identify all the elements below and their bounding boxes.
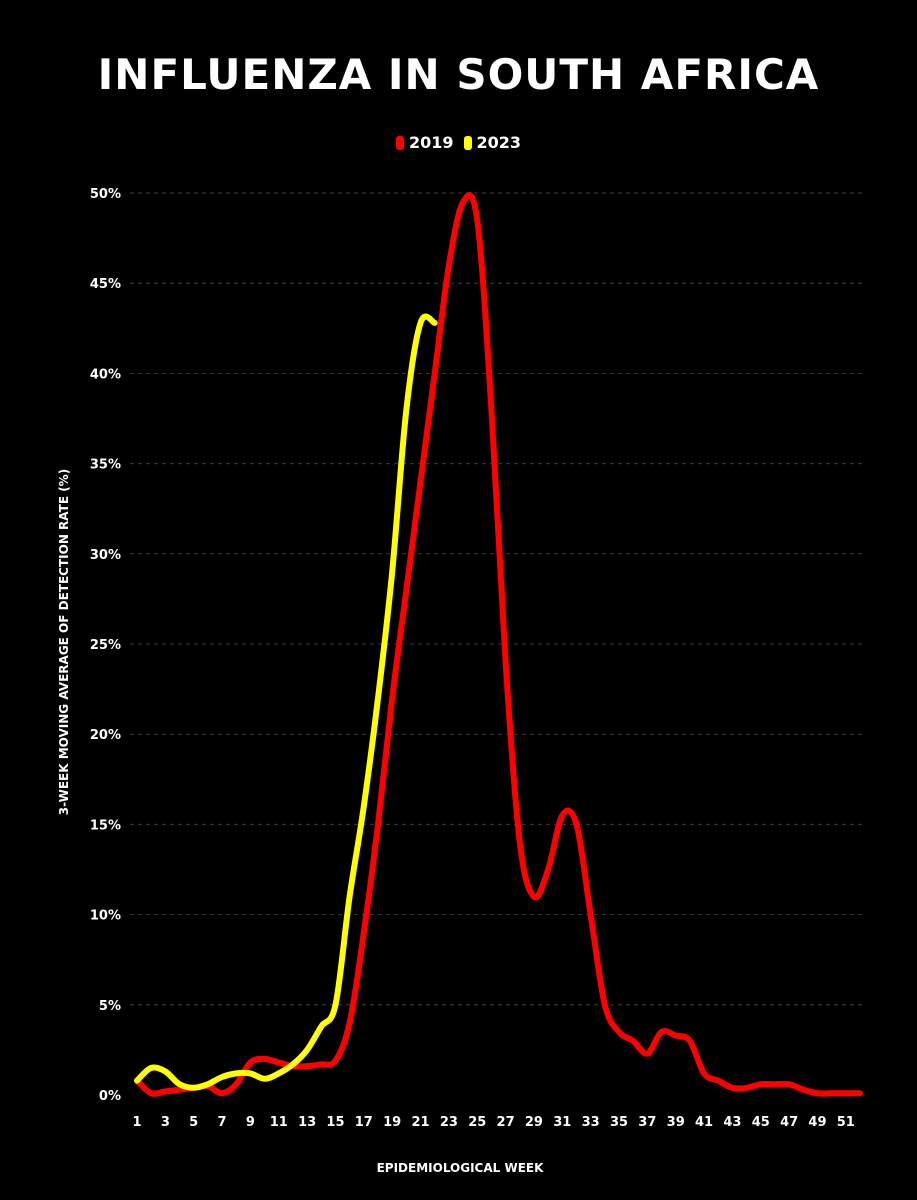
x-tick-label: 41 (695, 1115, 713, 1130)
x-tick-labels: 1 3 5 7 9 11 13 15 17 19 21 23 25 27 29 31 33 35 37 39 41 43 4… (132, 1115, 854, 1130)
x-tick-label: 45 (752, 1115, 770, 1130)
x-tick-label: 51 (837, 1115, 855, 1130)
x-tick-label: 49 (808, 1115, 826, 1130)
x-tick-label: 33 (582, 1115, 600, 1130)
x-tick-label: 5 (189, 1115, 198, 1130)
y-tick-label: 50% (90, 187, 121, 202)
x-tick-label: 29 (525, 1115, 543, 1130)
x-tick-label: 15 (326, 1115, 344, 1130)
x-tick-label: 47 (780, 1115, 798, 1130)
series-line-2019 (134, 192, 863, 1097)
x-tick-label: 1 (132, 1115, 141, 1130)
x-tick-label: 43 (723, 1115, 741, 1130)
x-tick-label: 23 (440, 1115, 458, 1130)
x-tick-label: 13 (298, 1115, 316, 1130)
y-axis-label: 3-WEEK MOVING AVERAGE OF DETECTION RATE … (57, 469, 71, 815)
x-tick-label: 21 (411, 1115, 429, 1130)
y-tick-label: 30% (90, 548, 121, 563)
legend-label-2023: 2023 (476, 133, 522, 152)
legend-item-2019: 2019 (395, 133, 454, 152)
x-tick-label: 3 (161, 1115, 170, 1130)
x-tick-label: 35 (610, 1115, 628, 1130)
y-tick-labels: 0% 5% 10% 15% 20% 25% 30% 35% 40% 45% 50% (90, 187, 121, 1104)
y-tick-label: 45% (90, 277, 121, 292)
y-tick-label: 10% (90, 909, 121, 924)
y-tick-label: 5% (99, 999, 121, 1014)
x-tick-label: 27 (497, 1115, 515, 1130)
y-tick-label: 0% (99, 1089, 121, 1104)
series-lines (134, 192, 863, 1097)
x-axis-label: EPIDEMIOLOGICAL WEEK (377, 1161, 545, 1175)
y-tick-label: 15% (90, 818, 121, 833)
x-tick-label: 31 (553, 1115, 571, 1130)
x-tick-label: 25 (468, 1115, 486, 1130)
chart-title: INFLUENZA IN SOUTH AFRICA (97, 50, 820, 99)
y-tick-label: 40% (90, 367, 121, 382)
x-tick-label: 11 (270, 1115, 288, 1130)
x-tick-label: 19 (383, 1115, 401, 1130)
legend-label-2019: 2019 (408, 133, 454, 152)
x-tick-label: 39 (667, 1115, 685, 1130)
x-tick-label: 9 (246, 1115, 255, 1130)
y-tick-label: 20% (90, 728, 121, 743)
y-tick-label: 35% (90, 458, 121, 473)
legend: 2019 2023 (0, 133, 917, 152)
series-line-2023 (134, 313, 438, 1091)
legend-swatch-2023 (463, 135, 472, 150)
legend-swatch-2019 (395, 135, 404, 150)
y-tick-label: 25% (90, 638, 121, 653)
x-tick-label: 7 (218, 1115, 227, 1130)
x-tick-label: 17 (355, 1115, 373, 1130)
x-tick-label: 37 (638, 1115, 656, 1130)
legend-item-2023: 2023 (463, 133, 522, 152)
grid-lines (130, 192, 862, 1006)
